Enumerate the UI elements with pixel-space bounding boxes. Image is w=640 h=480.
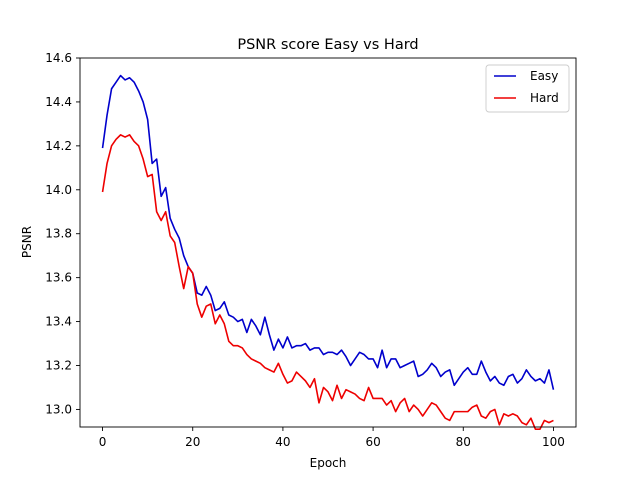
y-tick-label: 14.2 <box>45 139 72 153</box>
y-tick-label: 14.0 <box>45 183 72 197</box>
plot-frame <box>79 57 577 428</box>
y-axis-label: PSNR <box>20 226 34 258</box>
x-tick-label: 100 <box>542 435 565 449</box>
x-tick-label: 60 <box>365 435 380 449</box>
series-line-easy <box>101 74 555 390</box>
chart-title: PSNR score Easy vs Hard <box>237 37 418 53</box>
x-tick-label: 80 <box>456 435 471 449</box>
plot-area <box>101 74 555 431</box>
y-tick-label: 13.6 <box>45 271 72 285</box>
y-tick-label: 13.2 <box>45 359 72 373</box>
x-axis-label: Epoch <box>310 456 347 470</box>
y-tick-label: 13.4 <box>45 315 72 329</box>
legend: Easy Hard <box>485 64 570 113</box>
series-line-hard <box>101 134 554 431</box>
axes: 0 20 40 60 80 100 13.0 13.2 13.4 13.6 13.8 14.0 14.2… <box>45 51 577 449</box>
legend-label-easy: Easy <box>530 69 558 83</box>
x-tick-label: 20 <box>185 435 200 449</box>
y-tick-label: 13.8 <box>45 227 72 241</box>
y-tick-label: 13.0 <box>45 402 72 416</box>
y-tick-label: 14.6 <box>45 51 72 65</box>
x-tick-label: 40 <box>275 435 290 449</box>
x-tick-label: 0 <box>99 435 107 449</box>
legend-label-hard: Hard <box>530 91 559 105</box>
y-tick-label: 14.4 <box>45 95 72 109</box>
